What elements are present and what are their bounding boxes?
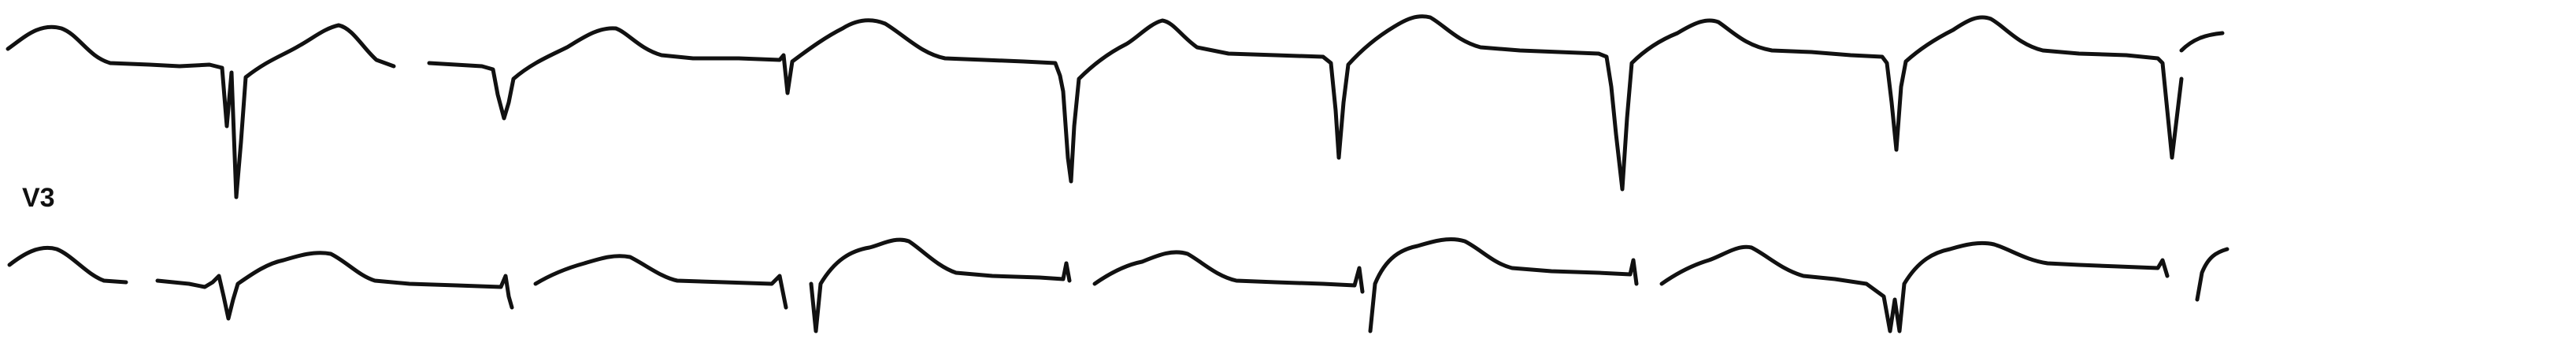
lead-label-v3: V3 — [22, 183, 55, 213]
upper-ecg-trace — [6, 14, 2225, 199]
lower-ecg-trace — [7, 237, 2229, 333]
